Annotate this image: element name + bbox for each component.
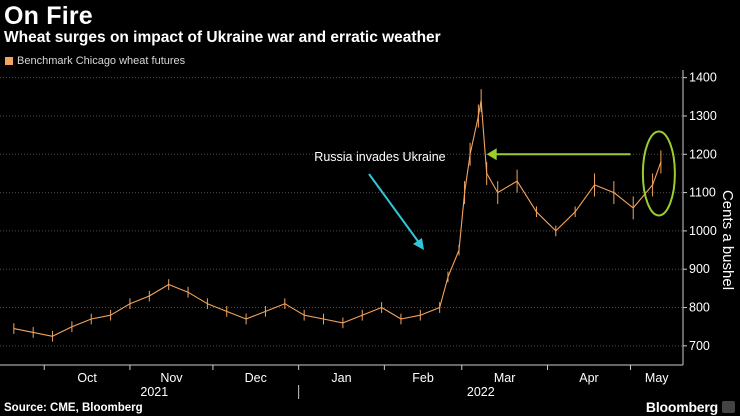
x-tick-label-Feb: Feb	[412, 371, 434, 385]
annotation-green-arrowhead	[486, 148, 497, 161]
chart-title: On Fire	[4, 2, 93, 30]
x-tick-label-Oct: Oct	[77, 371, 97, 385]
x-tick-label-May: May	[645, 371, 669, 385]
year-label-2022: 2022	[467, 385, 495, 399]
year-label-2021: 2021	[140, 385, 168, 399]
legend: Benchmark Chicago wheat futures	[5, 55, 185, 67]
y-tick-label-700: 700	[689, 339, 710, 353]
y-tick-label-900: 900	[689, 262, 710, 276]
annotation-russia-invades-label: Russia invades Ukraine	[314, 150, 445, 164]
brand-logo-text: Bloomberg	[645, 399, 718, 415]
annotation-cyan-arrowhead	[413, 238, 424, 250]
x-tick-label-Dec: Dec	[245, 371, 267, 385]
y-tick-label-800: 800	[689, 301, 710, 315]
bloomberg-icon	[722, 401, 735, 413]
series-line	[13, 100, 662, 337]
legend-swatch	[5, 57, 13, 65]
x-tick-label-Mar: Mar	[494, 371, 516, 385]
annotation-green-ellipse	[641, 130, 676, 217]
y-tick-label-1200: 1200	[689, 147, 717, 161]
y-tick-label-1300: 1300	[689, 109, 717, 123]
series-benchmark-wheat	[13, 89, 662, 342]
y-tick-label-1400: 1400	[689, 71, 717, 85]
x-tick-label-Jan: Jan	[331, 371, 351, 385]
annotation-cyan-arrow	[368, 173, 421, 245]
legend-label: Benchmark Chicago wheat futures	[17, 55, 186, 67]
x-tick-label-Apr: Apr	[579, 371, 598, 385]
y-tick-label-1000: 1000	[689, 224, 717, 238]
x-axis: Oct Nov Dec Jan Feb Mar Apr May 2021 2022	[0, 364, 683, 399]
y-axis: 700 800 900 1000 1100 1200 1300 1400	[682, 70, 717, 365]
source-note: Source: CME, Bloomberg	[4, 402, 143, 414]
annotations: Russia invades Ukraine	[314, 130, 676, 250]
chart-subtitle: Wheat surges on impact of Ukraine war an…	[4, 29, 441, 46]
grid-lines	[0, 77, 683, 347]
y-axis-label: Cents a bushel	[719, 190, 736, 290]
x-tick-label-Nov: Nov	[160, 371, 183, 385]
y-tick-label-1100: 1100	[689, 186, 716, 200]
